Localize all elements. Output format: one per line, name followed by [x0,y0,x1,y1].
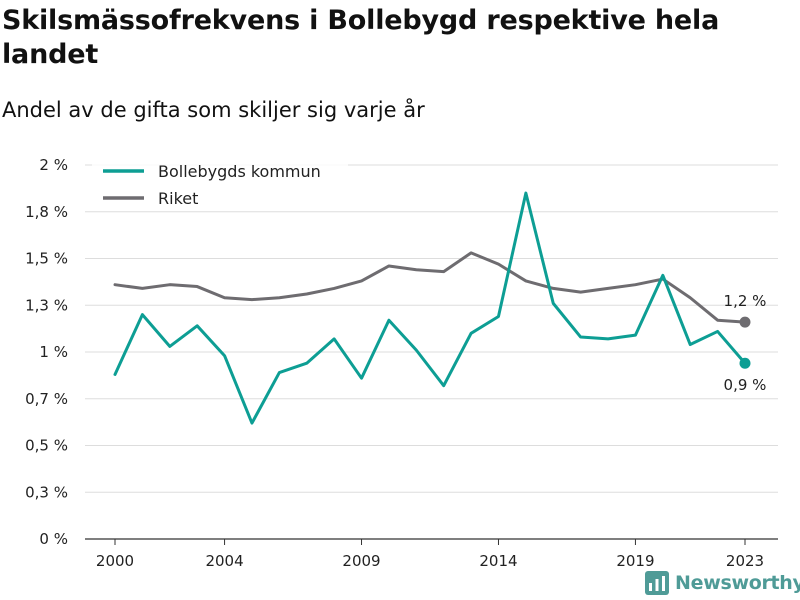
series-line-riket [113,251,747,324]
x-tick-label: 2023 [726,552,764,570]
x-tick-label: 2000 [96,552,134,570]
legend-label: Riket [158,189,198,208]
x-axis: 2000 2004 2009 2014 2019 2023 [96,539,764,570]
brand-name: Newsworthy [675,572,800,594]
x-tick-label: 2009 [342,552,380,570]
y-tick-label: 1,5 % [25,250,68,268]
y-tick-label: 0 % [39,530,68,548]
gridlines [85,164,778,540]
end-label-riket: 1,2 % [724,292,767,310]
brand-logo: Newsworthy [645,568,800,598]
x-tick-label: 2019 [616,552,654,570]
x-tick-label: 2004 [205,552,243,570]
end-point-bollebygd [739,357,751,369]
y-tick-label: 1,3 % [25,296,68,314]
y-axis-labels: 0 % 0,3 % 0,5 % 0,7 % 1 % 1,3 % 1,5 % 1,8 % 2 % [25,156,68,548]
y-tick-label: 0,3 % [25,483,68,501]
legend-background [92,155,348,211]
y-tick-label: 0,7 % [25,390,68,408]
end-label-bollebygd: 0,9 % [724,376,767,394]
x-tick-label: 2014 [479,552,517,570]
y-tick-label: 1,8 % [25,203,68,221]
y-tick-label: 0,5 % [25,437,68,455]
chart-title: Skilsmässofrekvens i Bollebygd respektiv… [2,5,720,70]
y-tick-label: 2 % [39,156,68,174]
newsworthy-logo-icon [645,571,669,595]
series-lines: 1,2 % 0,9 % [113,191,767,425]
legend-label: Bollebygds kommun [158,162,321,181]
chart-subtitle: Andel av de gifta som skiljer sig varje … [2,98,425,122]
legend: Bollebygds kommun Riket [92,155,348,211]
series-line-bollebygd [113,191,747,425]
end-point-riket [739,316,751,328]
y-tick-label: 1 % [39,343,68,361]
